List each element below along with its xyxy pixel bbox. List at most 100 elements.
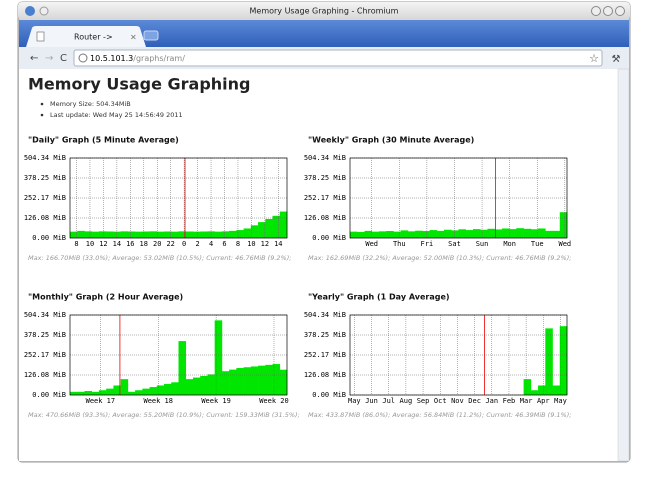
y-tick-label: 252.17 MiB	[304, 194, 346, 202]
x-tick-label: 8	[236, 240, 240, 248]
reload[interactable]: C	[60, 53, 67, 64]
close[interactable]	[615, 6, 625, 16]
memory-bar	[465, 230, 474, 238]
memory-bar	[386, 231, 394, 238]
memory-bar	[545, 230, 553, 238]
heading: Memory Usage Graphing	[28, 75, 251, 94]
memory-bar	[164, 383, 172, 395]
memory-bar	[135, 390, 143, 395]
memory-bar	[364, 230, 372, 238]
memory-bar	[530, 390, 539, 395]
memory-bar	[357, 231, 365, 238]
memory-bar	[120, 231, 129, 238]
x-tick-label: Feb	[503, 397, 516, 405]
x-tick-label: Week 17	[86, 397, 116, 405]
url-host: 10.5.101.3	[90, 54, 133, 63]
maximize[interactable]	[603, 6, 613, 16]
x-tick-label: 8	[74, 240, 78, 248]
memory-bar	[243, 228, 252, 238]
info-item: Last update: Wed May 25 14:56:49 2011	[50, 111, 183, 119]
memory-bar	[523, 228, 532, 238]
url: 10.5.101.3/graphs/ram/	[90, 54, 185, 63]
x-tick-label: May	[348, 397, 361, 405]
x-tick-label: Mar	[520, 397, 533, 405]
x-tick-label: 22	[166, 240, 174, 248]
x-tick-label: 12	[261, 240, 269, 248]
memory-bar	[142, 388, 150, 395]
x-tick-label: Jul	[382, 397, 395, 405]
memory-bar	[77, 230, 85, 238]
memory-bar	[393, 231, 401, 238]
memory-bar	[84, 231, 92, 238]
window-title: Memory Usage Graphing - Chromium	[250, 7, 399, 16]
back[interactable]: ←	[30, 53, 38, 64]
graph-title: "Yearly" Graph (1 Day Average)	[308, 293, 450, 302]
memory-bar	[371, 231, 380, 238]
x-tick-label: Apr	[537, 397, 550, 405]
graph-stats: Max: 433.87MiB (86.0%); Average: 56.84Mi…	[308, 411, 571, 419]
memory-bar	[106, 231, 114, 238]
graph-title: "Daily" Graph (5 Minute Average)	[28, 136, 179, 145]
bookmark-star[interactable]: ☆	[589, 52, 599, 65]
y-tick-label: 0.00 MiB	[312, 391, 346, 399]
memory-bar	[422, 231, 430, 238]
x-tick-label: 12	[99, 240, 107, 248]
tab[interactable]	[26, 26, 146, 47]
url-path: /graphs/ram/	[133, 54, 185, 63]
tab-title: Router ->	[74, 33, 113, 42]
app-icon	[25, 6, 35, 16]
memory-bar	[192, 231, 201, 238]
memory-bar	[207, 374, 215, 395]
memory-bar	[113, 231, 121, 238]
memory-bar	[538, 385, 546, 395]
address-bar[interactable]	[73, 49, 603, 67]
content	[19, 69, 618, 461]
memory-bar	[538, 228, 546, 238]
y-tick-label: 126.08 MiB	[304, 214, 346, 222]
x-tick-label: Mon	[503, 240, 516, 248]
x-tick-label: Jun	[365, 397, 378, 405]
x-tick-label: Oct	[434, 397, 447, 405]
x-tick-label: Wed	[365, 240, 378, 248]
forward[interactable]: →	[45, 53, 53, 64]
memory-bar	[265, 218, 273, 238]
memory-bar	[185, 231, 194, 238]
new-tab[interactable]	[143, 30, 159, 41]
tab-close[interactable]: ×	[130, 33, 137, 42]
memory-bar	[77, 391, 85, 395]
graph-title: "Weekly" Graph (30 Minute Average)	[308, 136, 474, 145]
x-tick-label: Wed	[559, 240, 572, 248]
x-tick-label: Sun	[476, 240, 489, 248]
memory-bar	[214, 231, 223, 238]
memory-bar	[279, 369, 288, 395]
y-tick-label: 378.25 MiB	[304, 331, 346, 339]
memory-bar	[98, 231, 107, 238]
x-tick-label: Thu	[393, 240, 406, 248]
y-tick-label: 0.00 MiB	[312, 234, 346, 242]
x-tick-label: 14	[113, 240, 121, 248]
plot-border	[69, 314, 288, 396]
x-tick-label: 2	[195, 240, 199, 248]
x-tick-label: Nov	[451, 397, 464, 405]
memory-bar	[415, 230, 423, 238]
memory-bar	[444, 229, 452, 238]
memory-bar	[265, 364, 273, 395]
memory-bar	[164, 231, 172, 238]
x-tick-label: 0	[182, 240, 186, 248]
x-tick-label: 16	[126, 240, 134, 248]
scrollbar[interactable]	[617, 68, 630, 462]
x-tick-label: May	[554, 397, 567, 405]
menu-button[interactable]	[39, 6, 49, 16]
wrench-menu[interactable]: ⚒	[612, 54, 621, 65]
memory-bar	[178, 231, 187, 238]
memory-bar	[552, 385, 561, 395]
memory-bar	[236, 230, 244, 238]
memory-bar	[458, 229, 467, 238]
memory-bar	[243, 367, 252, 395]
memory-bar	[559, 212, 568, 238]
memory-bar	[436, 230, 445, 238]
x-tick-label: 4	[209, 240, 213, 248]
minimize[interactable]	[591, 6, 601, 16]
memory-bar	[272, 364, 281, 395]
x-tick-label: Fri	[421, 240, 434, 248]
